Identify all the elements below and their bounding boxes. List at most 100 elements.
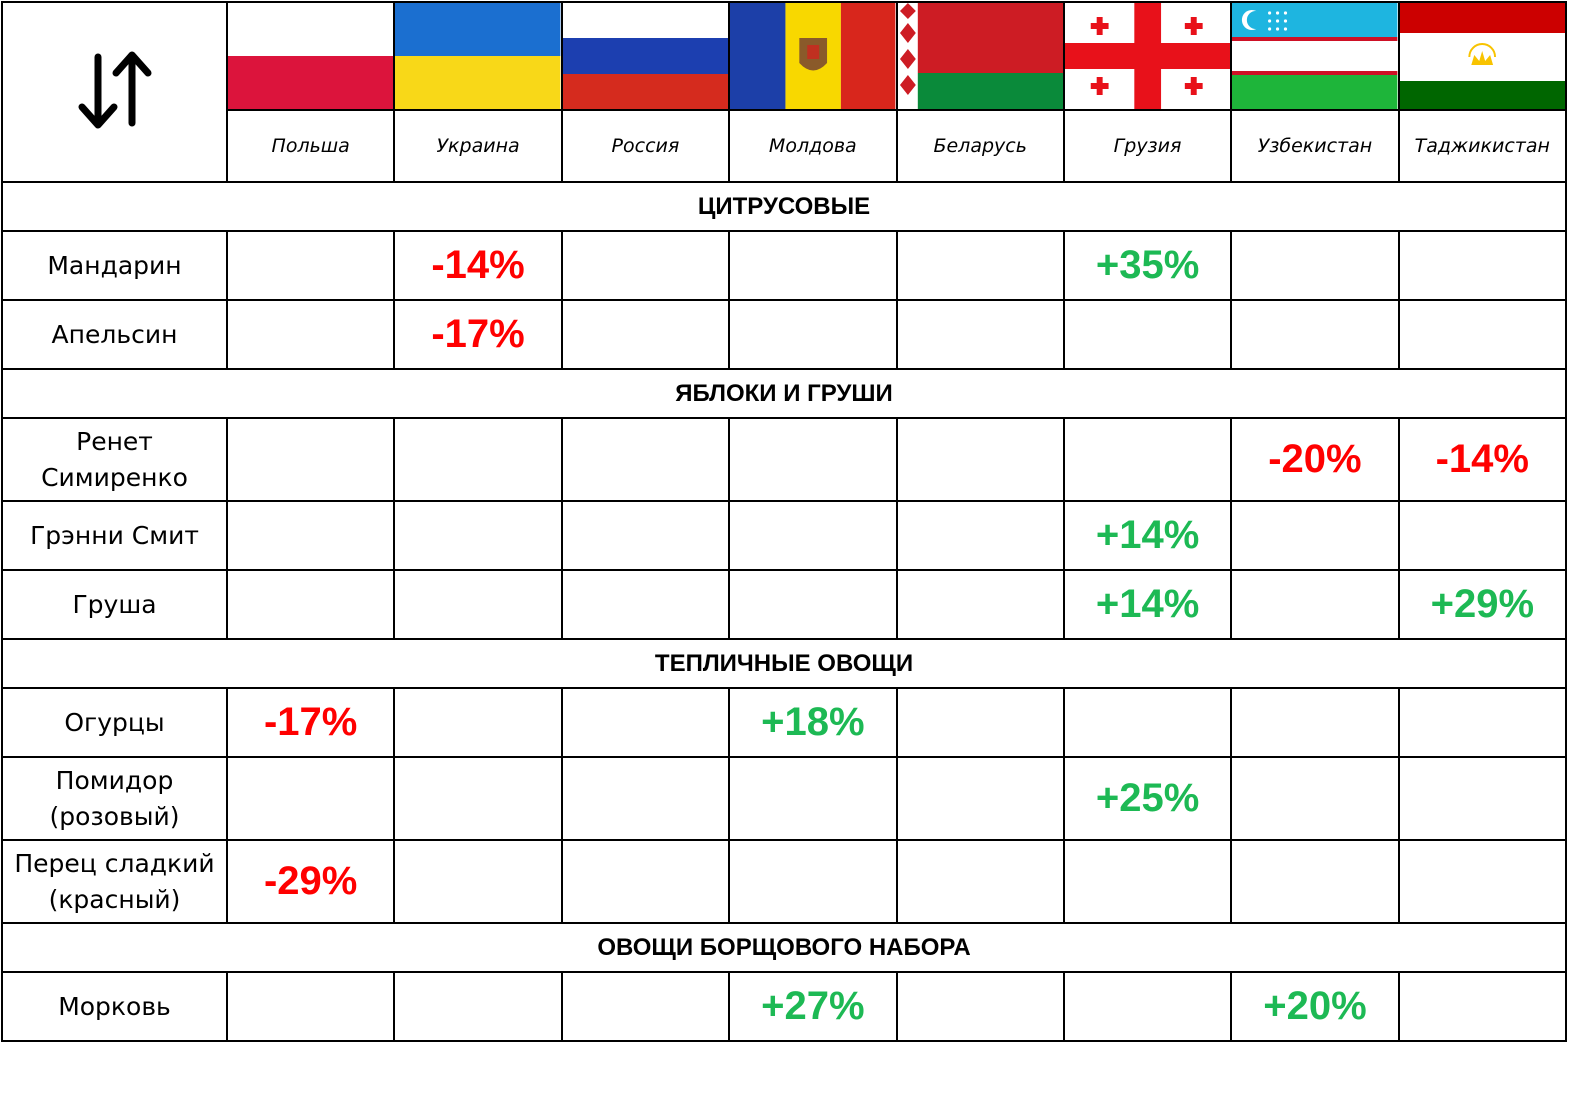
empty-cell bbox=[728, 569, 898, 640]
country-name: Россия bbox=[560, 109, 731, 183]
country-flag bbox=[228, 3, 394, 109]
section-row: ОВОЩИ БОРЩОВОГО НАБОРА bbox=[1, 922, 1567, 973]
product-row: Ренет Симиренко -20% -14% bbox=[1, 417, 1568, 502]
empty-cell bbox=[1397, 687, 1568, 758]
section-title: ОВОЩИ БОРЩОВОГО НАБОРА bbox=[1, 922, 1567, 973]
country-name: Польша bbox=[225, 109, 396, 183]
country-flag bbox=[1064, 3, 1231, 109]
empty-cell bbox=[560, 569, 731, 640]
empty-cell bbox=[1230, 500, 1400, 571]
empty-cell bbox=[1230, 299, 1400, 370]
empty-cell bbox=[560, 756, 731, 841]
empty-cell bbox=[895, 500, 1065, 571]
empty-cell bbox=[1230, 687, 1400, 758]
empty-cell bbox=[393, 500, 563, 571]
section-row: ТЕПЛИЧНЫЕ ОВОЩИ bbox=[1, 638, 1567, 689]
empty-cell bbox=[1062, 417, 1233, 502]
empty-cell bbox=[728, 839, 898, 924]
empty-cell bbox=[895, 839, 1065, 924]
price-change: +29% bbox=[1397, 569, 1568, 640]
empty-cell bbox=[393, 756, 563, 841]
empty-cell bbox=[728, 500, 898, 571]
flag-cell bbox=[1230, 1, 1400, 111]
flag-cell bbox=[895, 1, 1065, 111]
price-change: -14% bbox=[1397, 417, 1568, 502]
product-name: Морковь bbox=[1, 971, 228, 1042]
price-change: +27% bbox=[728, 971, 898, 1042]
section-title: ТЕПЛИЧНЫЕ ОВОЩИ bbox=[1, 638, 1567, 689]
empty-cell bbox=[560, 417, 731, 502]
country-name: Грузия bbox=[1062, 109, 1233, 183]
flag-cell bbox=[225, 1, 396, 111]
empty-cell bbox=[895, 971, 1065, 1042]
empty-cell bbox=[1062, 687, 1233, 758]
sort-icon-cell bbox=[1, 1, 228, 183]
price-change: +14% bbox=[1062, 500, 1233, 571]
product-name: Помидор (розовый) bbox=[1, 756, 228, 841]
empty-cell bbox=[1230, 230, 1400, 301]
price-change: -29% bbox=[225, 839, 396, 924]
empty-cell bbox=[895, 756, 1065, 841]
sort-icon bbox=[78, 51, 151, 129]
empty-cell bbox=[895, 417, 1065, 502]
price-change: +20% bbox=[1230, 971, 1400, 1042]
product-name: Ренет Симиренко bbox=[1, 417, 228, 502]
country-flag bbox=[1232, 3, 1398, 109]
country-name: Таджикистан bbox=[1397, 109, 1568, 183]
product-row: Помидор (розовый) +25% bbox=[1, 756, 1568, 841]
country-name: Узбекистан bbox=[1230, 109, 1400, 183]
empty-cell bbox=[1397, 756, 1568, 841]
price-change: +18% bbox=[728, 687, 898, 758]
flag-cell bbox=[1397, 1, 1568, 111]
price-change: -20% bbox=[1230, 417, 1400, 502]
empty-cell bbox=[1062, 971, 1233, 1042]
price-change: -14% bbox=[393, 230, 563, 301]
product-name: Груша bbox=[1, 569, 228, 640]
empty-cell bbox=[728, 299, 898, 370]
product-row: Апельсин -17% bbox=[1, 299, 1568, 370]
country-flag bbox=[1399, 3, 1565, 109]
empty-cell bbox=[895, 230, 1065, 301]
country-name: Молдова bbox=[728, 109, 898, 183]
product-row: Мандарин -14% +35% bbox=[1, 230, 1568, 301]
empty-cell bbox=[895, 299, 1065, 370]
empty-cell bbox=[1062, 299, 1233, 370]
empty-cell bbox=[1230, 756, 1400, 841]
empty-cell bbox=[225, 569, 396, 640]
empty-cell bbox=[1230, 839, 1400, 924]
empty-cell bbox=[1230, 569, 1400, 640]
empty-cell bbox=[393, 687, 563, 758]
empty-cell bbox=[393, 569, 563, 640]
country-flag bbox=[897, 3, 1063, 109]
empty-cell bbox=[560, 500, 731, 571]
empty-cell bbox=[728, 756, 898, 841]
empty-cell bbox=[895, 687, 1065, 758]
price-change: +14% bbox=[1062, 569, 1233, 640]
empty-cell bbox=[560, 687, 731, 758]
flag-cell bbox=[728, 1, 898, 111]
empty-cell bbox=[1397, 839, 1568, 924]
empty-cell bbox=[560, 971, 731, 1042]
empty-cell bbox=[895, 569, 1065, 640]
price-change: +35% bbox=[1062, 230, 1233, 301]
empty-cell bbox=[393, 417, 563, 502]
empty-cell bbox=[1397, 500, 1568, 571]
empty-cell bbox=[225, 500, 396, 571]
price-change: +25% bbox=[1062, 756, 1233, 841]
flag-cell bbox=[393, 1, 563, 111]
product-name: Апельсин bbox=[1, 299, 228, 370]
flag-cell bbox=[560, 1, 731, 111]
product-row: Груша +14% +29% bbox=[1, 569, 1568, 640]
empty-cell bbox=[225, 417, 396, 502]
product-row: Грэнни Смит +14% bbox=[1, 500, 1568, 571]
empty-cell bbox=[225, 756, 396, 841]
section-row: ЦИТРУСОВЫЕ bbox=[1, 181, 1567, 232]
section-title: ЯБЛОКИ И ГРУШИ bbox=[1, 368, 1567, 419]
price-table: Польша Украина Россия Молдова Беларусь Грузия… bbox=[1, 1, 1568, 1042]
price-change: -17% bbox=[225, 687, 396, 758]
country-flag bbox=[730, 3, 896, 109]
product-row: Морковь +27% +20% bbox=[1, 971, 1568, 1042]
country-name: Беларусь bbox=[895, 109, 1065, 183]
empty-cell bbox=[225, 299, 396, 370]
empty-cell bbox=[1397, 971, 1568, 1042]
